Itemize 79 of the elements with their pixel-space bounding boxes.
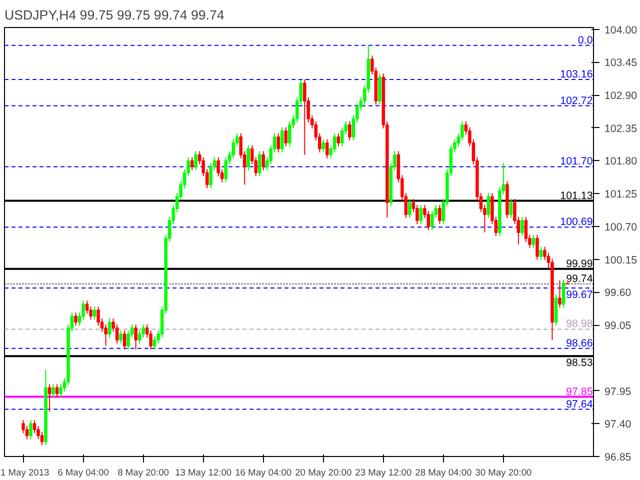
- x-tick-label: 16 May 04:00: [235, 468, 292, 478]
- candlestick: [536, 234, 539, 260]
- candlestick: [134, 324, 138, 350]
- candlestick: [280, 126, 284, 153]
- candlestick: [138, 330, 142, 344]
- candlestick: [29, 420, 32, 440]
- ref-line-label: 101.70: [560, 156, 593, 168]
- candlestick: [408, 198, 412, 219]
- ref-line-label: 99.74: [566, 272, 593, 285]
- ref-line-label: 97.64: [566, 398, 593, 410]
- candlestick: [419, 204, 423, 225]
- x-tick-label: 20 May 20:00: [295, 468, 352, 478]
- candlestick: [509, 198, 513, 219]
- candlestick: [378, 73, 382, 106]
- y-tick-label: 100.15: [604, 254, 638, 266]
- candlestick: [194, 150, 198, 171]
- y-tick-label: 103.45: [604, 57, 638, 70]
- y-tick-label: 99.60: [604, 287, 632, 300]
- x-tick-label: 30 May 20:00: [475, 468, 532, 478]
- candlestick: [303, 78, 306, 156]
- x-tick-label: 8 May 20:00: [118, 468, 169, 478]
- candlestick: [262, 150, 265, 171]
- y-tick-label: 97.40: [604, 418, 632, 431]
- candlestick: [258, 150, 262, 177]
- candlestick: [284, 126, 288, 147]
- candlestick: [486, 192, 490, 219]
- annotation: 0.0: [578, 34, 593, 46]
- candlestick: [348, 120, 352, 141]
- candlestick: [246, 144, 250, 171]
- candlestick: [554, 294, 558, 326]
- y-tick-label: 100.70: [604, 221, 638, 234]
- y-tick-label: 99.05: [604, 320, 632, 332]
- ref-line-label: 97.85: [566, 386, 593, 398]
- candlestick: [55, 384, 59, 398]
- candlestick: [92, 306, 96, 320]
- candlestick: [562, 279, 566, 308]
- y-tick-label: 102.90: [604, 90, 638, 102]
- ref-line-label: 99.67: [566, 289, 593, 302]
- candlestick: [152, 336, 156, 350]
- ref-line-label: 98.66: [566, 337, 593, 350]
- y-tick-label: 102.35: [604, 122, 638, 135]
- ref-line-label: 103.16: [560, 68, 593, 80]
- candlestick: [426, 210, 430, 231]
- candlestick: [558, 280, 562, 308]
- y-tick-label: 101.80: [604, 156, 638, 168]
- candlestick: [48, 384, 52, 412]
- candlestick: [52, 384, 55, 398]
- x-tick-label: 1 May 2013: [0, 468, 50, 478]
- candlestick: [539, 246, 543, 260]
- candlestick: [190, 156, 194, 171]
- y-tick-label: 96.85: [604, 452, 632, 464]
- candlestick: [276, 132, 280, 153]
- candlestick: [520, 216, 524, 237]
- x-tick-label: 28 May 04:00: [415, 468, 472, 478]
- candlestick: [85, 300, 89, 314]
- candlestick: [322, 138, 326, 153]
- candlestick: [32, 420, 36, 434]
- ref-line-label: 102.72: [560, 94, 593, 107]
- candlestick: [288, 120, 292, 147]
- ref-line-label: 100.69: [560, 216, 593, 228]
- candlestick: [74, 312, 78, 326]
- x-tick-label: 23 May 12:00: [355, 468, 412, 478]
- x-tick-label: 13 May 12:00: [175, 468, 232, 478]
- candlestick: [532, 234, 536, 248]
- candlestick: [119, 330, 122, 344]
- candlestick: [108, 318, 112, 338]
- x-tick-label: 6 May 04:00: [58, 468, 109, 478]
- ref-line-label: 101.13: [560, 190, 593, 202]
- ref-line-label: 98.53: [566, 357, 593, 370]
- ref-line-label: 98.98: [566, 318, 593, 330]
- y-tick-label: 104.00: [604, 24, 638, 36]
- candlestick: [336, 132, 340, 147]
- chart-title: USDJPY,H4 99.75 99.75 99.74 99.74: [4, 8, 225, 22]
- candlestick: [438, 204, 442, 225]
- candlestick: [326, 138, 329, 159]
- y-tick-label: 97.95: [604, 386, 632, 398]
- candlestick: [122, 330, 126, 350]
- ref-line-label: 99.99: [566, 258, 593, 270]
- y-tick-label: 101.25: [604, 188, 638, 201]
